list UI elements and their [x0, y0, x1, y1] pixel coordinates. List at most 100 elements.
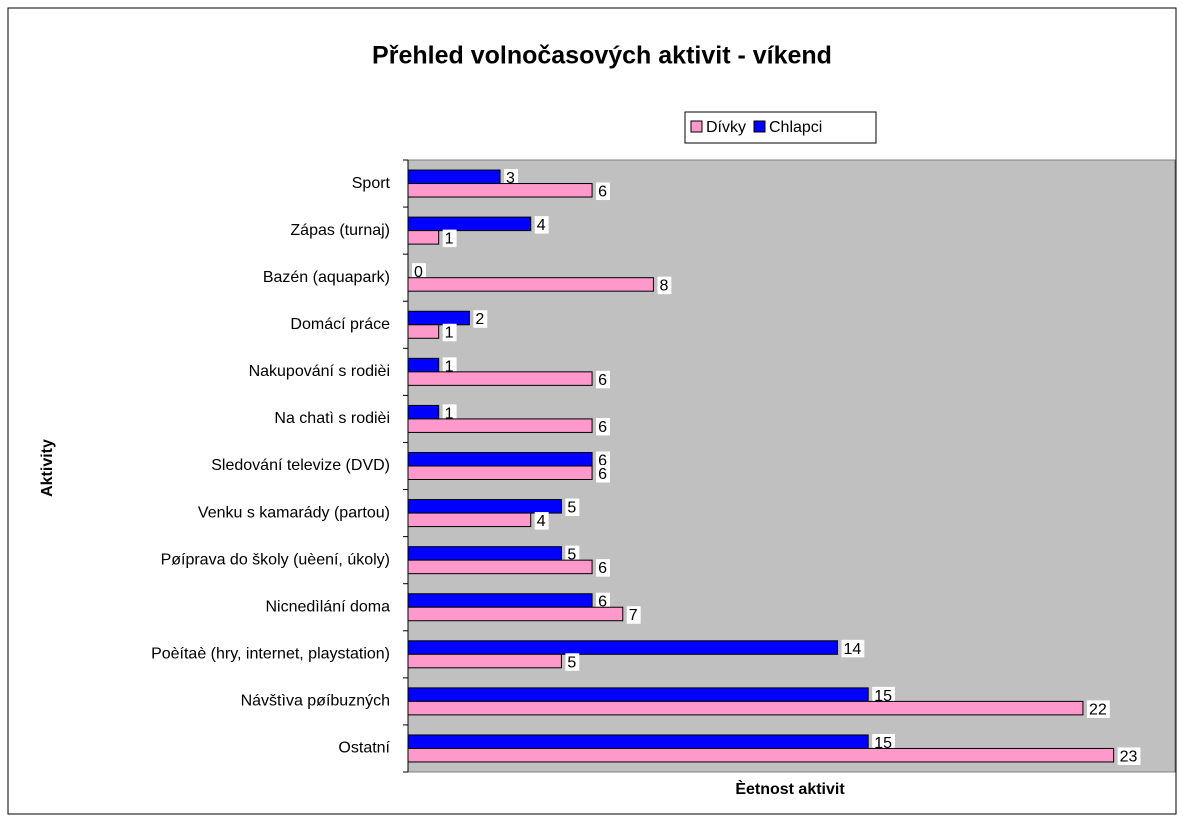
value-label: 4	[537, 217, 546, 234]
value-label-bg	[442, 229, 457, 248]
legend-label: Chlapci	[769, 119, 822, 136]
y-axis-label: Aktivity	[39, 439, 56, 497]
value-label-bg	[596, 451, 610, 469]
value-label-bg	[596, 592, 610, 611]
bar	[407, 216, 532, 232]
bar	[407, 183, 593, 198]
value-label-bg	[596, 559, 610, 577]
value-label-bg	[596, 465, 610, 483]
value-label-bg	[565, 498, 580, 517]
bar	[407, 310, 470, 326]
bar	[407, 169, 501, 185]
value-label-bg	[1117, 747, 1141, 765]
bar	[407, 371, 593, 386]
value-label: 5	[567, 547, 576, 564]
value-label: 7	[629, 607, 638, 624]
bar	[407, 700, 1084, 716]
value-label-bg	[442, 404, 457, 422]
legend-label: Dívky	[706, 119, 746, 136]
value-label: 1	[445, 325, 454, 342]
value-label-bg	[565, 653, 580, 671]
legend-swatch	[690, 120, 703, 133]
y-tick-label: Sport	[352, 175, 391, 192]
bar	[407, 418, 593, 433]
y-tick-label: Sledování televize (DVD)	[211, 457, 390, 474]
y-tick-label: Návštìva pøíbuzných	[241, 693, 390, 710]
bar	[407, 640, 839, 655]
value-label-bg	[596, 370, 610, 389]
bar	[407, 593, 593, 608]
value-label-bg	[442, 357, 457, 375]
bar	[407, 687, 869, 702]
value-label: 23	[1120, 748, 1138, 765]
y-tick-label: Nakupování s rodièi	[249, 363, 390, 380]
value-label: 22	[1089, 701, 1107, 718]
bar	[407, 357, 440, 373]
value-label-bg	[1086, 700, 1110, 718]
value-label: 1	[445, 231, 454, 248]
bar	[407, 734, 869, 749]
value-label-bg	[872, 686, 895, 705]
y-tick-label: Nicnedìlání doma	[265, 598, 390, 615]
value-label-bg	[534, 216, 549, 234]
value-label: 8	[659, 278, 668, 295]
value-label: 5	[567, 500, 576, 517]
bar	[407, 277, 654, 292]
value-label: 6	[598, 594, 607, 611]
value-label-bg	[412, 263, 426, 281]
value-label-bg	[504, 169, 518, 187]
x-axis-label: Èetnost aktivit	[735, 779, 845, 798]
chart-title: Přehled volnočasových aktivit - víkend	[372, 42, 832, 70]
value-label-bg	[841, 639, 865, 658]
value-label-bg	[626, 606, 641, 624]
value-label: 5	[567, 654, 576, 671]
value-label-bg	[596, 417, 610, 436]
legend-swatch	[753, 120, 766, 133]
y-tick-label: Domácí práce	[290, 316, 390, 333]
bar	[407, 653, 562, 669]
bar	[407, 465, 593, 480]
value-label: 15	[874, 688, 892, 705]
value-label: 15	[874, 735, 892, 752]
bar	[407, 452, 593, 467]
value-label-bg	[534, 512, 549, 530]
bar	[407, 546, 562, 561]
bar	[407, 324, 440, 339]
value-label-bg	[872, 733, 895, 752]
bar	[407, 747, 1115, 763]
y-tick-label: Na chatì s rodièi	[274, 410, 390, 427]
bar	[407, 512, 532, 528]
value-label-bg	[596, 182, 610, 201]
value-label: 4	[537, 513, 546, 530]
value-label: 3	[506, 170, 515, 187]
bar	[407, 606, 624, 622]
bar	[407, 404, 440, 420]
bar	[407, 559, 593, 575]
value-label: 6	[598, 184, 607, 201]
value-label: 1	[445, 358, 454, 375]
y-tick-label: Ostatní	[338, 740, 390, 757]
value-label: 6	[598, 466, 607, 483]
bar	[407, 230, 440, 245]
value-label: 6	[598, 452, 607, 469]
value-label: 6	[598, 560, 607, 577]
value-label: 1	[445, 405, 454, 422]
legend-box	[684, 111, 877, 144]
value-label: 0	[414, 264, 423, 281]
value-label-bg	[565, 545, 580, 564]
bar	[407, 499, 562, 514]
value-label: 6	[598, 419, 607, 436]
y-tick-label: Bazén (aquapark)	[263, 269, 390, 286]
value-label-bg	[473, 310, 488, 328]
y-tick-label: Zápas (turnaj)	[290, 222, 390, 239]
value-label: 14	[844, 641, 862, 658]
value-label-bg	[442, 323, 457, 342]
y-tick-label: Poèítaè (hry, internet, playstation)	[151, 646, 390, 663]
value-label: 2	[475, 311, 484, 328]
value-label-bg	[657, 276, 672, 295]
value-label: 6	[598, 372, 607, 389]
y-tick-label: Venku s kamarády (partou)	[198, 504, 390, 521]
y-tick-label: Pøíprava do školy (uèení, úkoly)	[161, 551, 390, 568]
